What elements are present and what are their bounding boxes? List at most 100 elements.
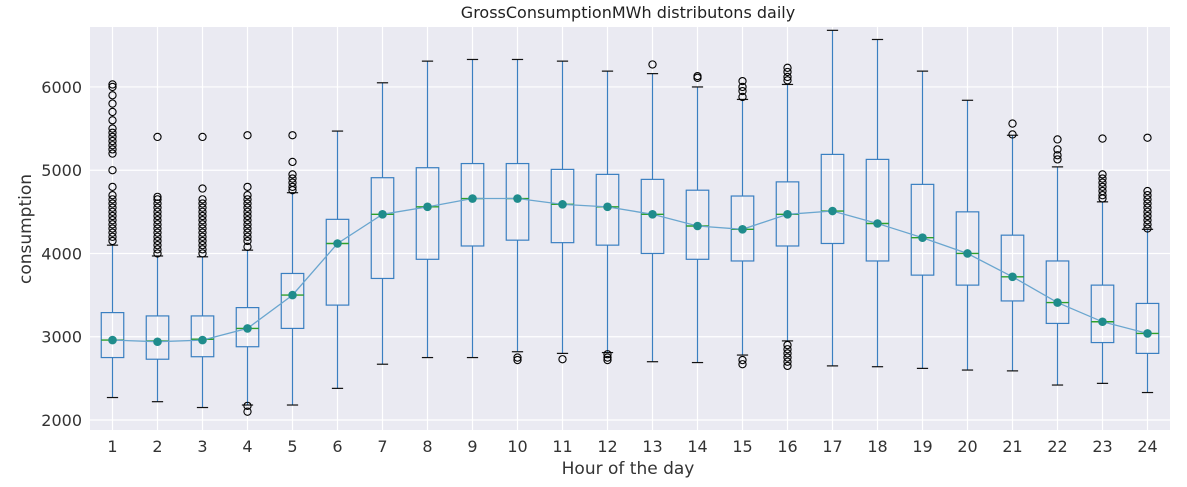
- outlier-point: [1143, 191, 1152, 200]
- outlier-point: [783, 357, 792, 366]
- mean-point: [468, 194, 477, 203]
- mean-series: [108, 194, 1152, 347]
- outlier-point: [738, 355, 747, 365]
- outlier-point: [243, 203, 252, 212]
- outlier-point: [1143, 203, 1152, 212]
- y-axis-title: consumption: [16, 174, 36, 284]
- box-rect: [1135, 302, 1160, 354]
- x-tick-label: 10: [507, 437, 527, 456]
- x-tick-label: 4: [242, 437, 252, 456]
- box-rect: [370, 177, 395, 280]
- outlier-point: [108, 166, 117, 175]
- outlier-point: [153, 245, 162, 254]
- box-group: [775, 63, 800, 371]
- y-axis-ticks: 2000 3000 4000 5000 6000: [41, 78, 82, 430]
- outlier-point: [243, 228, 252, 237]
- mean-line: [112, 197, 1148, 343]
- box-rect: [460, 162, 485, 247]
- outlier-point: [108, 236, 117, 246]
- chart-title: GrossConsumptionMWh distributons daily: [461, 3, 795, 22]
- outlier-point: [198, 203, 207, 212]
- mean-point: [513, 194, 522, 203]
- outlier-point: [153, 241, 162, 250]
- outlier-point: [108, 224, 117, 233]
- outlier-point: [1098, 174, 1107, 183]
- y-tick-label: 5000: [41, 161, 82, 180]
- box-group: [820, 29, 845, 367]
- outlier-point: [243, 216, 252, 225]
- box-rect: [910, 183, 935, 276]
- box-rect: [955, 211, 980, 286]
- mean-point: [1053, 298, 1062, 307]
- y-tick-label: 4000: [41, 244, 82, 263]
- mean-point: [243, 324, 252, 333]
- outlier-point: [153, 195, 162, 204]
- outlier-point: [108, 99, 117, 108]
- box-rect: [820, 153, 845, 245]
- outlier-point: [783, 63, 792, 72]
- box-group: [190, 132, 215, 409]
- x-tick-label: 19: [912, 437, 932, 456]
- outlier-point: [153, 236, 162, 246]
- outlier-point: [108, 207, 117, 216]
- outlier-point: [1053, 135, 1062, 144]
- box-group: [910, 70, 935, 369]
- outlier-point: [198, 184, 207, 193]
- outlier-point: [288, 182, 297, 192]
- outlier-point: [108, 132, 117, 142]
- mean-point: [873, 219, 882, 228]
- box-series: [100, 29, 1160, 416]
- mean-point: [918, 233, 927, 242]
- box-rect: [1000, 234, 1025, 302]
- outlier-point: [108, 91, 117, 100]
- outlier-point: [198, 232, 207, 241]
- outlier-point: [108, 128, 117, 137]
- outlier-point: [1143, 199, 1152, 208]
- outlier-point: [783, 349, 792, 358]
- outlier-point: [108, 145, 117, 154]
- mean-point: [693, 221, 702, 231]
- outlier-point: [108, 203, 117, 212]
- outlier-point: [693, 71, 702, 81]
- outlier-point: [108, 199, 117, 208]
- outlier-point: [153, 192, 162, 202]
- outlier-point: [108, 232, 117, 241]
- outlier-point: [198, 241, 207, 250]
- outlier-point: [153, 203, 162, 212]
- x-tick-label: 7: [377, 437, 387, 456]
- x-tick-label: 1: [107, 437, 117, 456]
- outlier-point: [1143, 195, 1152, 204]
- box-rect: [595, 173, 620, 246]
- mean-point: [603, 202, 612, 212]
- outlier-point: [738, 82, 747, 92]
- x-tick-label: 2: [152, 437, 162, 456]
- outlier-point: [1143, 216, 1152, 225]
- outlier-point: [198, 207, 207, 216]
- outlier-point: [243, 407, 252, 416]
- box-group: [235, 131, 260, 416]
- outlier-point: [153, 211, 162, 221]
- outlier-point: [108, 82, 117, 92]
- outlier-point: [288, 157, 297, 167]
- mean-point: [288, 290, 297, 300]
- outlier-point: [603, 350, 612, 359]
- outlier-point: [198, 236, 207, 246]
- outlier-point: [288, 174, 297, 183]
- outlier-point: [1053, 155, 1062, 164]
- outlier-point: [243, 232, 252, 241]
- outlier-point: [1098, 170, 1107, 179]
- box-rect: [145, 315, 170, 360]
- box-rect: [640, 178, 665, 255]
- outlier-point: [243, 131, 252, 140]
- outlier-point: [783, 67, 792, 77]
- x-tick-label: 22: [1047, 437, 1067, 456]
- x-tick-label: 20: [957, 437, 977, 456]
- y-tick-label: 2000: [41, 411, 82, 430]
- outlier-point: [738, 76, 747, 86]
- outlier-point: [783, 340, 792, 350]
- outlier-point: [1143, 224, 1152, 233]
- box-rect: [505, 162, 530, 241]
- outlier-point: [198, 132, 207, 142]
- x-tick-label: 3: [197, 437, 207, 456]
- outlier-point: [153, 132, 162, 142]
